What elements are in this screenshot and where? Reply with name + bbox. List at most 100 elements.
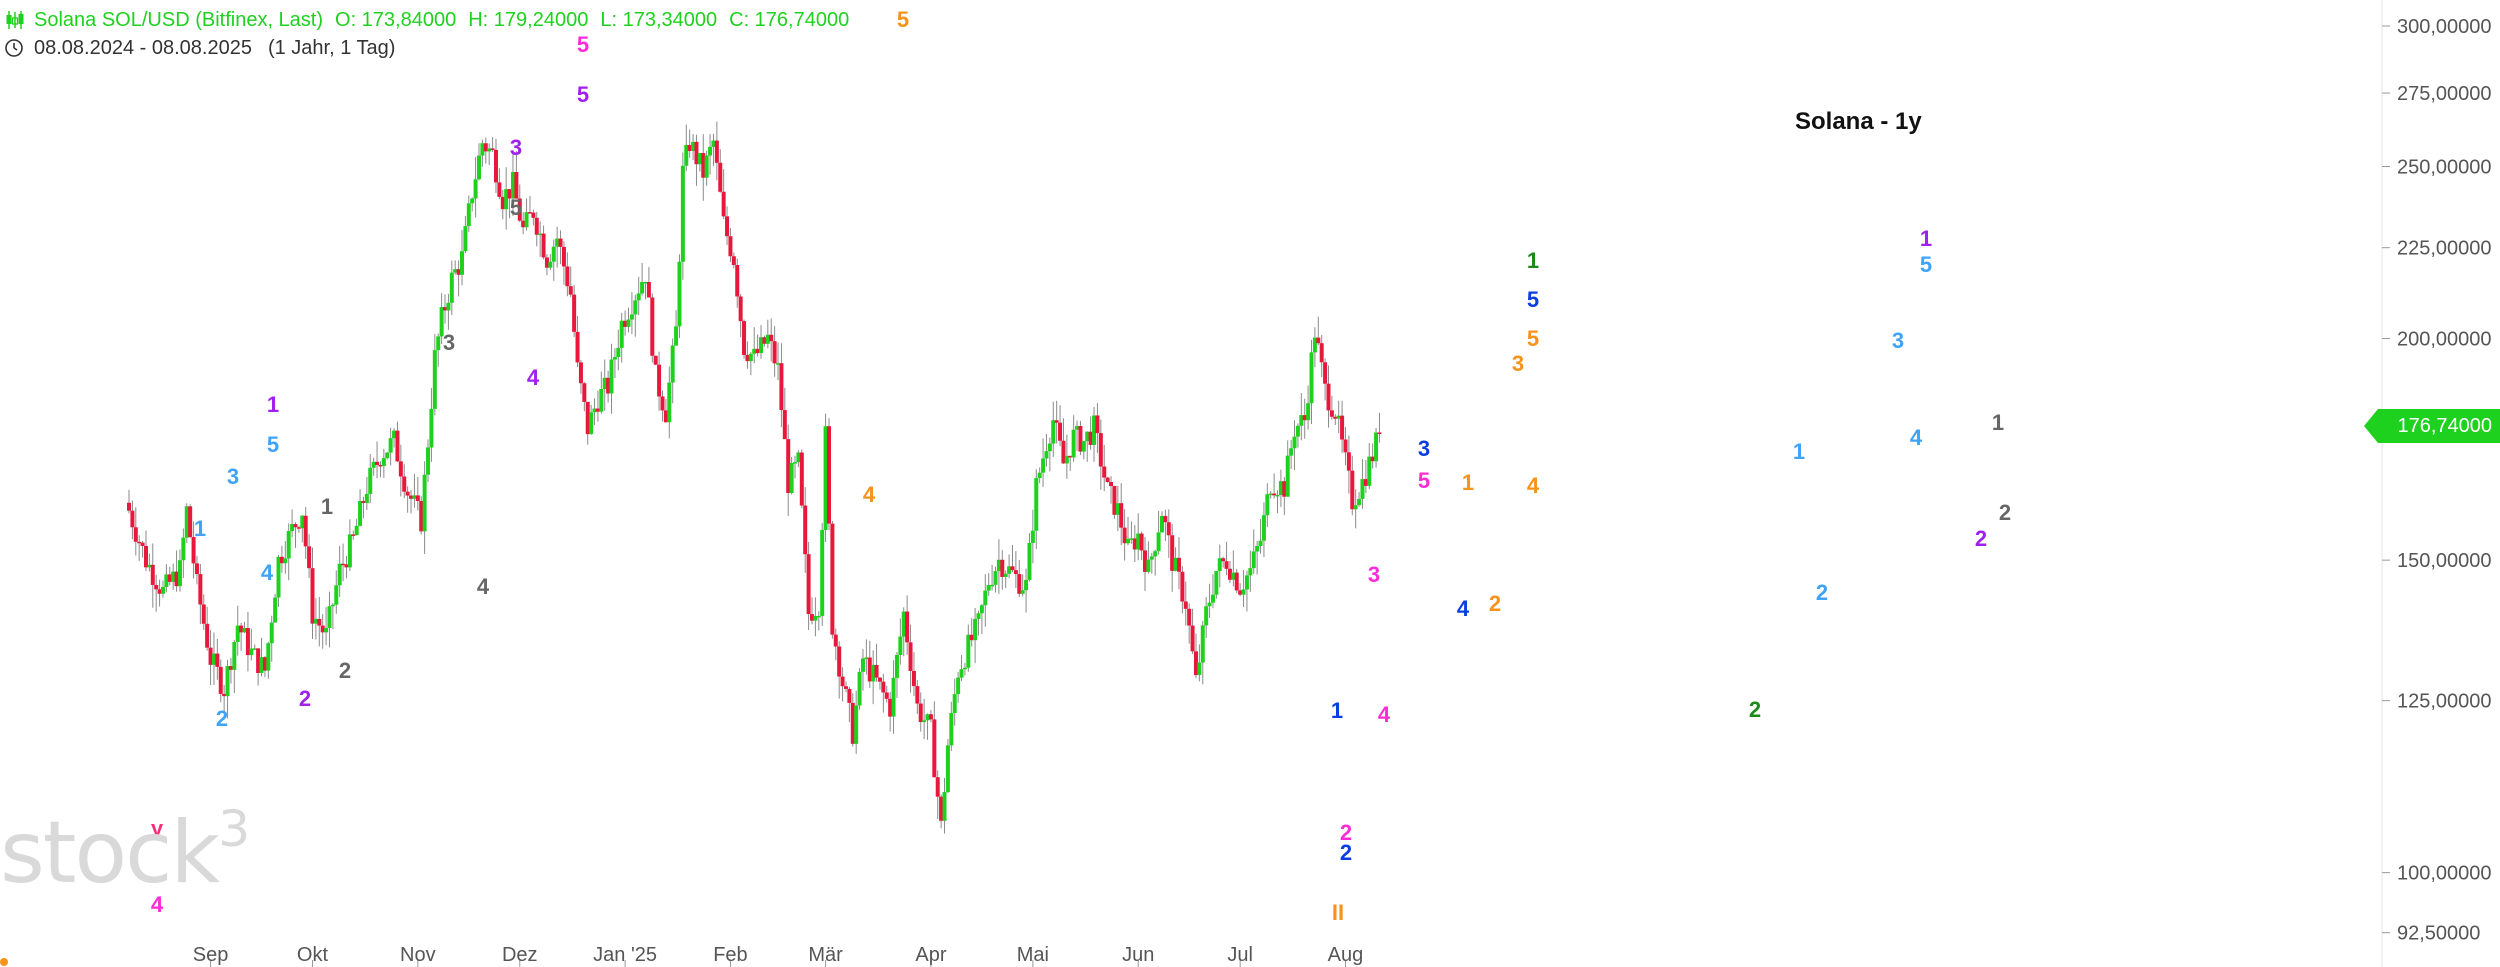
candle-up xyxy=(962,667,967,670)
wave-label: 2 xyxy=(1999,500,2011,525)
candle-down xyxy=(735,265,740,297)
candle-up xyxy=(633,300,638,315)
candle-down xyxy=(1078,426,1083,452)
candle-down xyxy=(731,256,736,266)
candle-down xyxy=(1132,538,1137,550)
candle-down xyxy=(1183,601,1188,609)
candle-up xyxy=(796,452,801,463)
wave-label: 3 xyxy=(1892,328,1904,353)
wave-label: 1 xyxy=(1462,470,1474,495)
wave-label: 1 xyxy=(321,494,333,519)
candle-up xyxy=(449,272,454,303)
candle-down xyxy=(561,246,566,267)
candle-down xyxy=(575,331,580,363)
wave-label: 4 xyxy=(1527,473,1540,498)
candle-up xyxy=(1153,551,1158,557)
x-tick-label: Mär xyxy=(808,944,843,966)
candle-up xyxy=(901,611,906,637)
candle-down xyxy=(154,584,159,590)
candle-up xyxy=(555,238,560,247)
candle-down xyxy=(174,571,179,587)
date-range-label: 08.08.2024 - 08.08.2025 xyxy=(34,36,252,59)
candle-down xyxy=(133,527,138,542)
candle-up xyxy=(1241,589,1246,595)
candle-down xyxy=(1010,566,1015,571)
wave-label: 5 xyxy=(510,195,522,220)
candle-up xyxy=(823,426,828,530)
candle-up xyxy=(711,140,716,147)
candle-up xyxy=(381,458,386,466)
candle-down xyxy=(928,714,933,720)
wave-label: 1 xyxy=(1331,698,1343,723)
candle-up xyxy=(1244,575,1249,590)
candle-down xyxy=(939,796,944,821)
candle-down xyxy=(1098,433,1103,467)
candle-down xyxy=(1340,415,1345,440)
wave-label: 3 xyxy=(1368,562,1380,587)
symbol-label: Solana SOL/USD (Bitfinex, Last) xyxy=(34,8,324,31)
candle-down xyxy=(1119,503,1124,528)
candle-up xyxy=(589,412,594,435)
candle-down xyxy=(809,614,814,621)
candle-up xyxy=(986,585,991,591)
candle-down xyxy=(1163,515,1168,523)
candle-down xyxy=(150,564,155,585)
candle-up xyxy=(871,664,876,682)
candle-up xyxy=(334,585,339,605)
candle-down xyxy=(826,426,831,524)
candle-down xyxy=(483,143,488,152)
candle-up xyxy=(460,251,465,275)
wave-label: 5 xyxy=(267,432,279,457)
candle-up xyxy=(898,636,903,655)
candle-down xyxy=(1370,456,1375,462)
candle-up xyxy=(816,615,821,618)
candle-up xyxy=(1146,559,1151,572)
candle-up xyxy=(1353,505,1358,510)
x-tick-label: Okt xyxy=(297,944,329,966)
candle-up xyxy=(548,261,553,268)
wave-label: 5 xyxy=(1418,468,1430,493)
candle-up xyxy=(602,377,607,390)
candle-down xyxy=(843,686,848,689)
candle-up xyxy=(1149,556,1154,560)
candle-up xyxy=(1034,478,1039,531)
x-tick-label: Aug xyxy=(1328,944,1364,966)
candle-up xyxy=(1207,602,1212,607)
candle-up xyxy=(510,171,515,199)
candle-down xyxy=(657,364,662,397)
candle-up xyxy=(891,677,896,717)
candle-up xyxy=(1204,606,1209,626)
candle-up xyxy=(1129,538,1134,540)
candle-up xyxy=(1020,590,1025,594)
candle-up xyxy=(1081,441,1086,452)
candle-up xyxy=(1044,451,1049,459)
candle-up xyxy=(1156,532,1161,552)
candle-up xyxy=(1071,429,1076,458)
candle-up xyxy=(860,658,865,672)
candle-down xyxy=(718,162,723,192)
candle-down xyxy=(521,220,526,228)
candle-down xyxy=(1323,362,1328,384)
candle-up xyxy=(1336,415,1341,419)
candle-down xyxy=(228,666,233,670)
candle-up xyxy=(184,506,189,538)
candle-down xyxy=(497,182,502,197)
wave-label: 3 xyxy=(1418,436,1430,461)
candle-up xyxy=(259,657,264,673)
candle-down xyxy=(803,505,808,555)
y-axis-ticks: 300,00000 275,00000 250,00000 225,00000 200,… xyxy=(2382,16,2492,945)
candle-down xyxy=(1350,470,1355,510)
candle-up xyxy=(1064,455,1069,464)
candle-down xyxy=(932,719,937,778)
candle-down xyxy=(1143,550,1148,572)
wave-label: 1 xyxy=(267,392,279,417)
x-tick-label: Mai xyxy=(1017,944,1049,966)
wave-label: 4 xyxy=(527,365,540,390)
candlestick-icon xyxy=(6,11,24,29)
candle-up xyxy=(1159,515,1164,533)
candle-up xyxy=(453,269,458,273)
candle-down xyxy=(1190,625,1195,652)
candle-up xyxy=(996,559,1001,572)
candle-up xyxy=(429,408,434,448)
